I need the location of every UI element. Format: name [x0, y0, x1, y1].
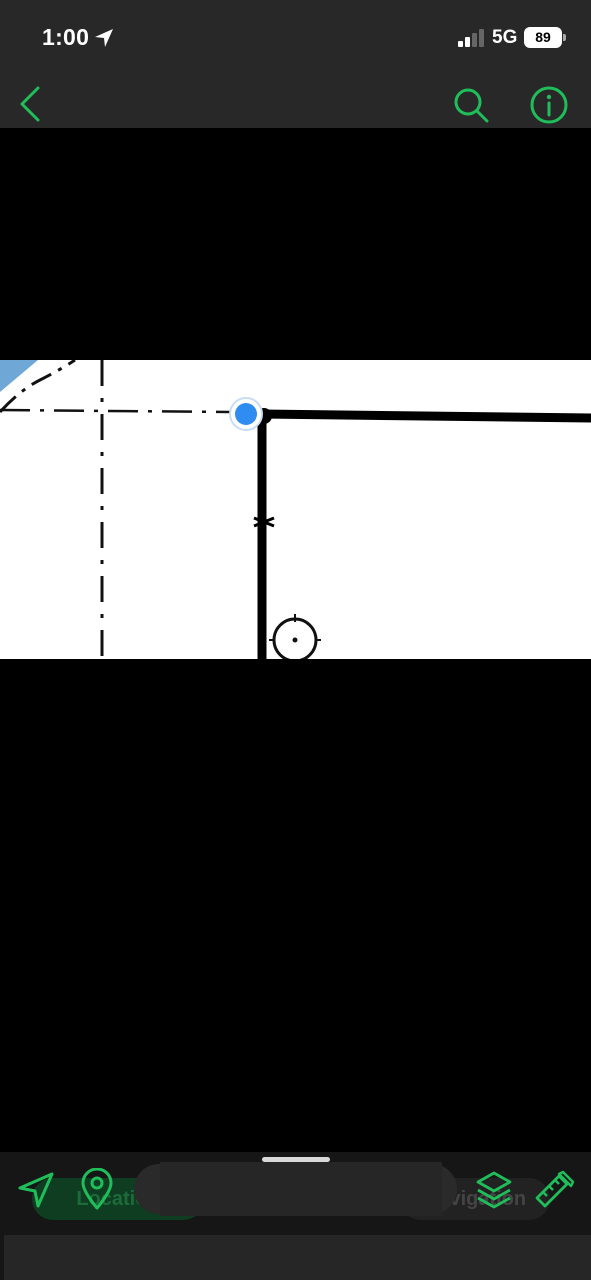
layers-icon[interactable] [475, 1170, 513, 1210]
bottom-panel [4, 1235, 591, 1280]
cellular-signal-icon [458, 29, 484, 47]
location-arrow-icon [95, 29, 113, 47]
map-label: Out Of Flood [0, 445, 3, 642]
chevron-left-icon[interactable] [16, 86, 44, 122]
map-view[interactable]: Out Of Flood [0, 128, 591, 1152]
map-tile: Out Of Flood [0, 360, 591, 659]
status-bar: 1:00 5G 89 [0, 0, 591, 76]
info-icon[interactable] [529, 85, 569, 125]
navigation-arrow-icon[interactable] [16, 1170, 56, 1210]
map-lines [0, 360, 591, 659]
battery-tip [563, 34, 566, 41]
sheet-handle[interactable] [262, 1157, 330, 1162]
network-type: 5G [492, 27, 518, 48]
nav-bar [0, 76, 591, 128]
battery-indicator: 89 [524, 27, 562, 48]
map-pin-icon[interactable] [80, 1168, 114, 1210]
ruler-pencil-icon[interactable] [533, 1168, 577, 1212]
search-icon[interactable] [452, 86, 490, 124]
crosshair-icon [269, 614, 321, 659]
overlay-panel [160, 1162, 442, 1216]
water-area [0, 360, 38, 392]
status-time: 1:00 [42, 24, 90, 50]
bottom-toolbar: Location Navigation [0, 1152, 591, 1280]
user-location-dot-icon [229, 397, 263, 431]
